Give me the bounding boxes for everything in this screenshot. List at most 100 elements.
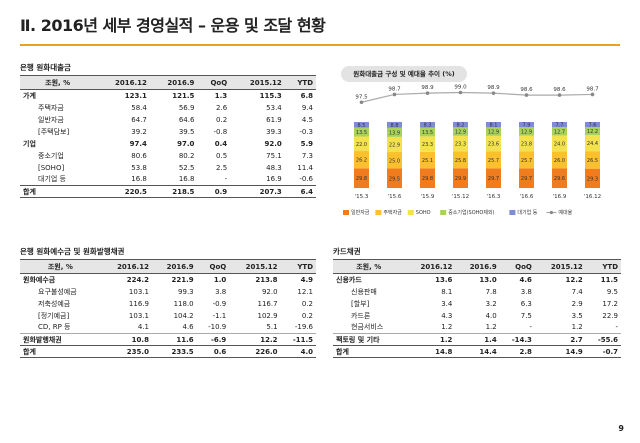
bar-segment [420,168,435,188]
table-row: 현금서비스 1.2 1.2 - 1.2 - [333,322,621,334]
cell-value: 0.4 [214,139,228,148]
cell-value: 75.1 [266,151,282,160]
cell-value: 121.5 [172,91,195,100]
data-label: 29.7 [521,176,532,182]
table-row: 중소기업 80.6 80.2 0.5 75.1 7.3 [20,150,316,162]
cell-value: 16.9 [266,175,282,184]
cell-value: 0.6 [196,345,230,358]
x-tick-label: '16.6 [520,194,534,200]
cell-value: 3.4 [441,299,453,308]
table-row: CD, RP 등 4.1 4.6 -10.9 5.1 -19.6 [20,322,316,334]
row-label: 주택자금 [38,103,64,112]
column-header: QoQ [499,259,535,274]
cell-value: 6.4 [284,185,316,198]
cell-value: 53.8 [131,163,147,172]
ratio-point [590,92,595,97]
cell-value: 0.2 [301,311,313,320]
bar-segment [387,127,402,137]
bar-segment [453,121,468,128]
legend-swatch [343,210,349,215]
cell-value: -6.9 [196,333,230,346]
cell-value: 102.9 [257,311,278,320]
cell-value: 64.7 [131,115,147,124]
cell-value: 99.3 [178,287,194,296]
x-tick-label: '15.9 [421,194,435,200]
row-label: 기업 [23,139,36,148]
x-tick-label: '16.12 [584,194,601,200]
data-label: 13.9 [389,130,400,136]
bar-segment [552,168,567,188]
bar-segment [387,121,402,128]
cell-value: 97.4 [129,139,147,148]
cell-value: 118.0 [173,299,194,308]
cell-value: 213.8 [255,275,278,284]
cell-value: 39.5 [178,127,195,136]
cell-value: 9.4 [301,103,313,112]
table-row: 기업 97.4 97.0 0.4 92.0 5.9 [20,138,316,150]
ratio-label: 98.7 [586,86,599,92]
row-label: 가계 [23,91,36,100]
bar-segment [354,122,369,128]
bar-segment [585,135,600,152]
bar-segment [552,127,567,136]
cell-value: 0.5 [216,151,228,160]
cell-value: 104.2 [173,311,194,320]
ratio-label: 98.9 [421,85,434,91]
x-tick-label: '16.9 [553,194,567,200]
cell-value: 1.2 [404,333,456,346]
loans-section-title: 은행 원화대출금 [20,63,71,72]
cell-value: 116.9 [128,299,149,308]
data-label: 8.2 [457,123,465,129]
data-label: 12.7 [554,129,565,135]
data-label: 23.8 [521,142,532,148]
column-header: 2016.9 [151,259,197,274]
data-label: 29.8 [356,176,367,182]
cell-value: 2.9 [571,299,583,308]
legend-label: SOHO [416,210,431,216]
cell-value: - [529,323,532,332]
bar-segment [486,127,501,136]
data-label: 8.8 [391,123,399,129]
cell-value: 92.0 [264,139,282,148]
cell-value: 12.1 [297,287,313,296]
column-header: 2015.12 [229,259,281,274]
data-label: 23.6 [488,142,499,148]
column-header: 2016.12 [95,75,150,90]
cell-value: 224.2 [126,275,149,284]
cell-value: 39.3 [266,127,282,136]
cell-value: 7.8 [485,287,497,296]
bar-segment [453,151,468,169]
cards-table: 조원, % 2016.12 2016.9 QoQ 2015.12 YTD 신용카드 13.6 1… [333,259,621,358]
data-label: 8.3 [424,123,432,129]
data-label: 25.8 [455,158,466,164]
cell-value: 115.3 [259,91,282,100]
bar-segment [486,135,501,152]
cell-value: 5.1 [266,323,278,332]
cell-value: 9.5 [606,287,618,296]
data-label: 7.6 [589,123,597,129]
data-label: 25.1 [422,158,433,164]
cell-value: 233.5 [151,345,197,358]
data-label: 8.5 [358,123,366,129]
cell-value: 48.3 [266,163,282,172]
table-row: [SOHO] 53.8 52.5 2.5 48.3 11.4 [20,162,316,174]
data-label: 23.3 [422,142,433,148]
row-label: [정기예금] [38,311,70,320]
table-row: 합계 14.8 14.4 2.8 14.9 -0.7 [333,345,621,358]
bar-segment [354,151,369,169]
table-row: 원화예수금 224.2 221.9 1.0 213.8 4.9 [20,274,316,286]
cell-value: -0.9 [212,299,227,308]
data-label: 29.6 [554,176,565,182]
column-header: 조원, % [333,259,405,274]
cell-value: - [615,323,618,332]
ratio-label: 98.7 [388,86,401,92]
cell-value: 2.6 [216,103,228,112]
cell-value: 0.2 [301,299,313,308]
ratio-point [524,93,529,97]
row-label: 합계 [333,345,405,358]
cell-value: -0.6 [299,175,313,184]
table-row: 카드론 4.3 4.0 7.5 3.5 22.9 [333,310,621,322]
cell-value: 1.0 [213,275,227,284]
data-label: 26.5 [587,158,598,164]
table-row: 대기업 등 16.8 16.8 - 16.9 -0.6 [20,174,316,186]
